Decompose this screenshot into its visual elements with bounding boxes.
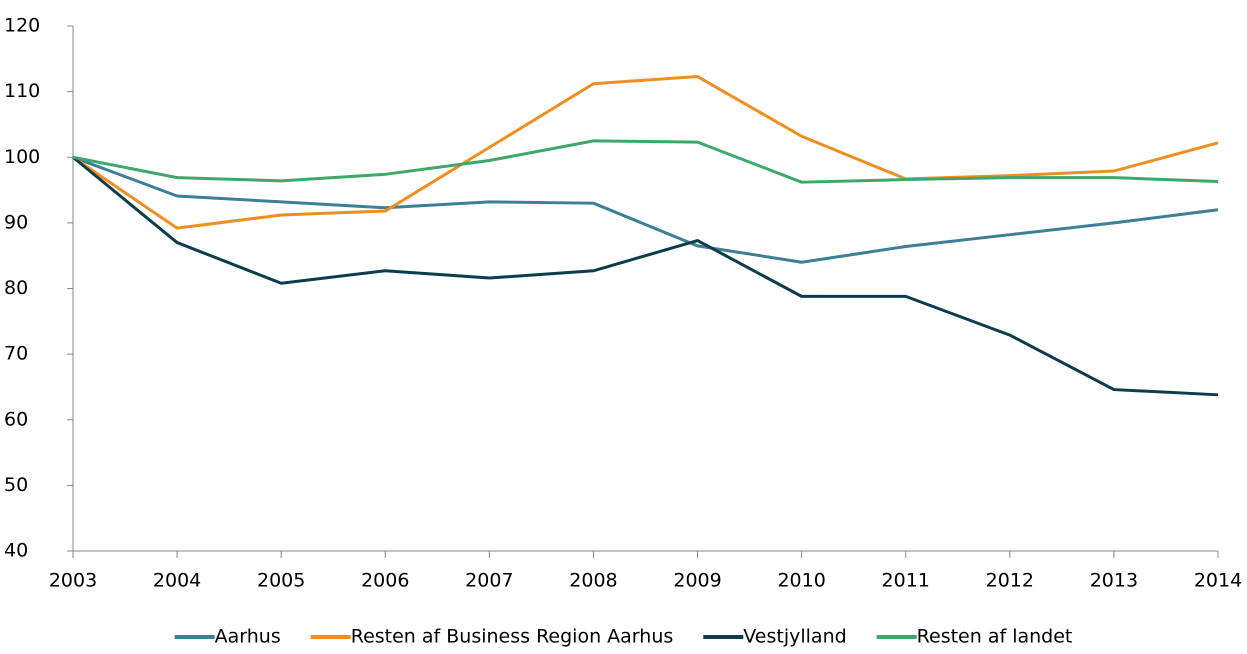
y-tick-label: 60 [4,408,28,430]
y-tick-label: 100 [4,146,40,168]
x-tick-label: 2005 [257,570,305,592]
x-tick-label: 2014 [1194,570,1242,592]
x-tick-label: 2003 [49,570,97,592]
x-tick-label: 2008 [569,570,617,592]
y-tick-label: 90 [4,211,28,233]
x-tick-label: 2004 [153,570,201,592]
y-tick-label: 70 [4,343,28,365]
y-tick-label: 80 [4,277,28,299]
x-tick-label: 2009 [673,570,721,592]
x-tick-label: 2010 [777,570,825,592]
x-tick-label: 2007 [465,570,513,592]
series-line [72,155,1219,264]
legend-label: Resten af Business Region Aarhus [351,626,674,648]
y-tick-label: 120 [4,15,40,37]
x-tick-label: 2012 [986,570,1034,592]
legend-label: Aarhus [215,626,281,648]
series-line [72,139,1219,184]
y-tick-label: 110 [4,80,40,102]
legend-label: Vestjylland [743,626,846,648]
x-tick-label: 2013 [1090,570,1138,592]
y-tick-label: 40 [4,540,28,562]
series-line [72,156,1219,397]
legend-label: Resten af landet [917,626,1073,648]
x-tick-label: 2011 [882,570,930,592]
series-line [72,75,1219,230]
y-tick-label: 50 [4,474,28,496]
x-tick-label: 2006 [361,570,409,592]
